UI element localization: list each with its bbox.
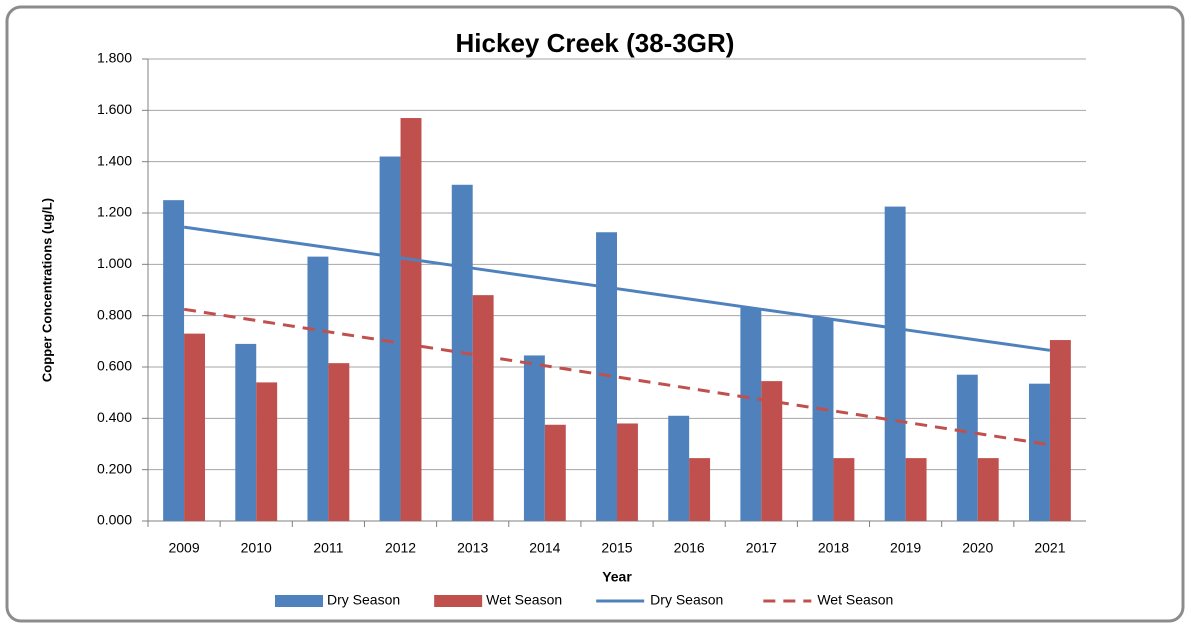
- bar: [812, 318, 834, 521]
- x-tick-label: 2015: [601, 540, 632, 556]
- trendline: [183, 225, 1051, 352]
- x-tick-label: 2010: [241, 540, 272, 556]
- bar: [400, 118, 422, 522]
- bar: [668, 415, 690, 521]
- x-tick-label: 2016: [674, 540, 705, 556]
- bar: [884, 206, 906, 522]
- y-axis-label: Copper Concentrations (ug/L): [39, 198, 54, 382]
- x-axis-label: Year: [602, 569, 632, 585]
- bar: [833, 458, 855, 521]
- bar: [163, 200, 185, 521]
- bar: [689, 458, 711, 521]
- bar: [544, 424, 566, 521]
- bar: [472, 295, 494, 521]
- legend-label: Dry Season: [650, 592, 723, 608]
- bar: [905, 458, 927, 521]
- bar: [328, 363, 350, 521]
- y-tick-label: 0.200: [97, 460, 132, 476]
- y-tick-label: 0.400: [97, 409, 132, 425]
- x-tick-label: 2012: [385, 540, 416, 556]
- bar: [956, 374, 978, 521]
- bar: [307, 256, 329, 521]
- x-tick-label: 2018: [818, 540, 849, 556]
- trendline: [183, 307, 1051, 447]
- bar: [977, 458, 999, 521]
- x-tick-label: 2014: [529, 540, 560, 556]
- x-tick-label: 2013: [457, 540, 488, 556]
- bar: [1049, 340, 1071, 521]
- y-tick-label: 0.000: [97, 512, 132, 528]
- y-tick-label: 1.000: [97, 255, 132, 271]
- legend-label: Dry Season: [327, 592, 400, 608]
- y-tick-label: 0.800: [97, 306, 132, 322]
- bar: [379, 156, 401, 522]
- chart-title: Hickey Creek (38-3GR): [456, 28, 735, 58]
- legend-label: Wet Season: [817, 592, 893, 608]
- y-tick-label: 1.200: [97, 204, 132, 220]
- bar: [184, 333, 206, 521]
- y-tick-label: 1.400: [97, 152, 132, 168]
- bar: [761, 381, 783, 521]
- bar: [617, 423, 638, 521]
- y-tick-label: 1.600: [97, 101, 132, 117]
- legend-swatch: [275, 595, 323, 607]
- x-tick-label: 2011: [313, 540, 343, 556]
- x-tick-label: 2021: [1034, 540, 1065, 556]
- legend-label: Wet Season: [486, 592, 562, 608]
- bar: [523, 355, 545, 521]
- bar: [256, 382, 278, 521]
- x-tick-label: 2017: [746, 540, 777, 556]
- legend-swatch: [434, 595, 483, 607]
- bar: [1028, 383, 1050, 521]
- bar: [235, 343, 257, 521]
- bar: [740, 307, 762, 521]
- x-tick-label: 2019: [890, 540, 921, 556]
- x-tick-label: 2009: [168, 540, 199, 556]
- y-tick-label: 1.800: [97, 50, 132, 66]
- y-tick-label: 0.600: [97, 358, 132, 374]
- x-tick-label: 2020: [962, 540, 993, 556]
